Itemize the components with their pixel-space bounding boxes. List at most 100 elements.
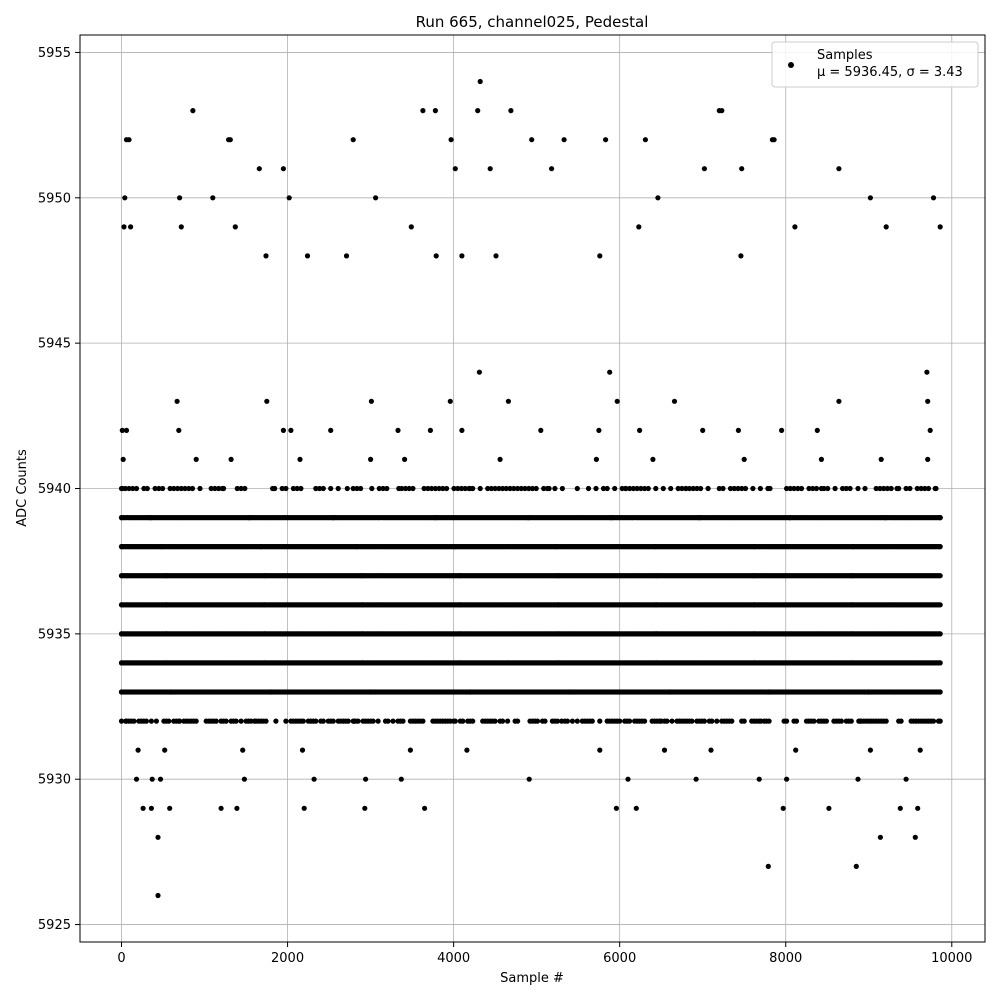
data-point xyxy=(607,369,613,375)
data-point xyxy=(693,776,699,782)
data-point xyxy=(232,224,238,230)
data-point xyxy=(487,166,493,172)
data-point xyxy=(123,427,130,433)
data-point xyxy=(855,485,861,492)
data-point xyxy=(877,834,884,840)
data-point xyxy=(328,427,334,433)
data-point xyxy=(167,805,173,811)
data-point xyxy=(177,195,183,201)
data-point xyxy=(178,224,184,230)
data-point xyxy=(464,747,470,753)
data-point xyxy=(792,224,798,230)
data-point xyxy=(936,631,943,637)
data-point xyxy=(452,166,458,172)
data-point xyxy=(937,660,943,666)
data-point xyxy=(288,427,294,433)
data-point xyxy=(344,485,350,492)
data-point xyxy=(878,456,884,462)
data-point xyxy=(505,398,511,404)
data-point xyxy=(133,776,140,782)
data-point xyxy=(661,747,668,753)
data-point xyxy=(420,108,426,114)
data-point xyxy=(475,108,481,114)
data-point xyxy=(433,253,439,259)
data-point xyxy=(526,776,532,782)
data-point xyxy=(398,776,404,782)
data-point xyxy=(368,398,374,404)
data-point xyxy=(149,776,155,782)
data-points xyxy=(118,78,943,899)
data-point xyxy=(903,776,909,782)
data-point xyxy=(708,747,714,753)
data-point xyxy=(140,805,146,811)
data-point xyxy=(719,108,725,114)
data-point xyxy=(343,253,350,259)
data-point xyxy=(925,398,931,404)
data-point xyxy=(855,776,861,782)
data-point xyxy=(936,573,943,579)
data-point xyxy=(655,195,661,201)
data-point xyxy=(234,805,240,811)
data-point xyxy=(363,776,369,782)
data-point xyxy=(603,137,609,143)
data-point xyxy=(155,834,161,840)
data-point xyxy=(836,166,842,172)
data-point xyxy=(368,456,374,462)
data-point xyxy=(193,456,199,462)
data-point xyxy=(299,747,306,753)
data-point xyxy=(826,805,832,811)
data-point xyxy=(459,427,465,433)
data-point xyxy=(930,195,937,201)
data-point xyxy=(538,427,544,433)
data-point xyxy=(549,166,555,172)
data-point xyxy=(937,515,943,521)
data-point xyxy=(362,805,368,811)
data-point xyxy=(373,195,379,201)
data-point xyxy=(432,108,438,114)
data-point xyxy=(613,805,620,811)
data-point xyxy=(771,137,777,143)
data-point xyxy=(120,456,126,462)
data-point xyxy=(297,456,303,462)
data-point xyxy=(408,224,414,230)
data-point xyxy=(738,253,744,259)
data-point xyxy=(162,747,168,753)
data-point xyxy=(497,456,503,462)
data-point xyxy=(779,427,785,433)
data-point xyxy=(350,137,356,143)
data-point xyxy=(936,602,943,608)
data-point xyxy=(241,776,247,782)
data-point xyxy=(493,253,499,259)
data-point xyxy=(126,137,132,143)
data-point xyxy=(739,166,745,172)
data-point xyxy=(119,427,125,433)
data-point xyxy=(793,747,799,753)
data-point xyxy=(867,747,874,753)
data-point xyxy=(883,224,889,230)
data-point xyxy=(927,427,933,433)
data-point xyxy=(937,544,943,550)
data-point xyxy=(937,224,943,230)
data-point xyxy=(593,456,600,462)
data-point xyxy=(135,747,141,753)
data-point xyxy=(614,398,620,404)
data-point xyxy=(422,805,428,811)
data-point xyxy=(122,195,128,201)
data-point xyxy=(210,195,216,201)
data-point xyxy=(218,805,224,811)
data-point xyxy=(912,834,918,840)
data-point xyxy=(240,747,246,753)
data-point xyxy=(280,166,286,172)
data-point xyxy=(637,427,643,433)
data-point xyxy=(311,776,317,782)
data-point xyxy=(784,776,790,782)
data-point xyxy=(917,747,923,753)
data-point xyxy=(625,776,631,782)
data-point xyxy=(671,398,678,404)
data-point xyxy=(264,398,270,404)
data-point xyxy=(477,78,483,85)
data-point xyxy=(765,863,771,870)
data-point xyxy=(476,369,482,375)
